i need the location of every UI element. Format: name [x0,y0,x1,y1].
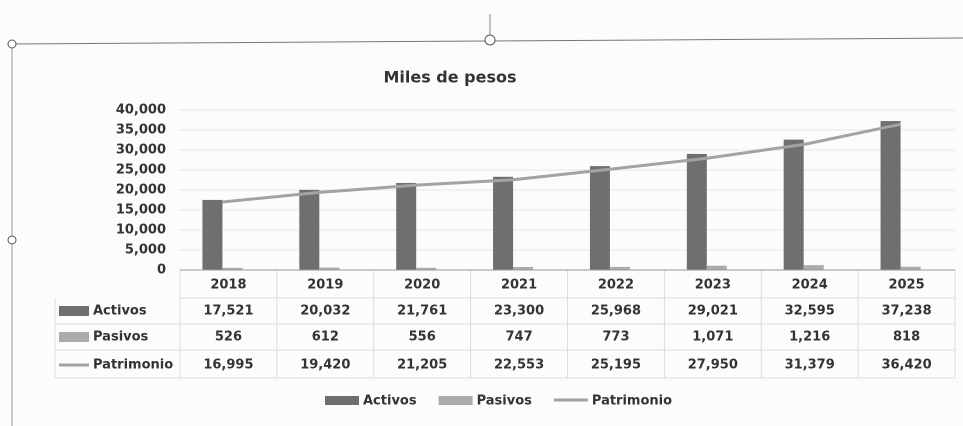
y-tick-label: 40,000 [116,103,166,118]
legend-swatch [325,396,359,405]
bar [783,139,804,270]
value-label: 23,300 [494,304,544,319]
value-label: 36,420 [881,358,931,373]
value-label: 22,553 [494,358,544,373]
value-label: 29,021 [688,304,738,319]
bar [319,267,340,270]
series-label: Activos [93,304,147,319]
x-tick-label: 2025 [888,278,924,293]
value-label: 16,995 [203,358,253,373]
series-label: Pasivos [93,330,149,345]
value-label: 31,379 [785,358,835,373]
value-label: 1,216 [789,330,830,345]
legend-swatch [438,396,473,405]
value-label: 1,071 [692,330,733,345]
y-tick-label: 30,000 [116,143,166,158]
resize-handle [7,39,17,49]
value-label: 32,595 [785,304,835,319]
bar [609,266,630,270]
x-tick-label: 2022 [598,278,634,293]
resize-handle [7,235,17,245]
bar [416,267,437,270]
value-label: 556 [409,330,436,345]
y-tick-label: 35,000 [116,123,166,138]
value-label: 612 [312,330,339,345]
value-label: 17,521 [203,304,253,319]
y-tick-label: 5,000 [125,243,166,258]
series-label: Patrimonio [93,358,173,373]
x-tick-label: 2019 [307,278,343,293]
value-label: 19,420 [300,358,350,373]
bar [299,189,320,270]
legend-label: Pasivos [477,394,533,409]
value-label: 526 [215,330,242,345]
legend-swatch [59,332,89,342]
y-tick-label: 0 [157,263,166,278]
legend-label: Activos [363,394,417,409]
value-label: 25,968 [591,304,641,319]
resize-handle [484,34,496,46]
value-label: 27,950 [688,358,738,373]
bar [686,153,707,270]
value-label: 20,032 [300,304,350,319]
y-tick-label: 20,000 [116,183,166,198]
y-tick-label: 10,000 [116,223,166,238]
bar [880,121,901,270]
chart-title: Miles de pesos [383,68,516,87]
x-tick-label: 2018 [210,278,246,293]
bar [513,267,534,270]
x-tick-label: 2020 [404,278,440,293]
line [222,122,901,204]
y-tick-label: 25,000 [116,163,166,178]
bar [900,266,921,270]
value-label: 747 [505,330,532,345]
bar [493,176,514,270]
x-tick-label: 2021 [501,278,537,293]
bar [222,267,243,270]
bar [589,166,610,270]
bar [706,265,727,270]
value-label: 818 [893,330,920,345]
value-label: 21,761 [397,304,447,319]
legend-label: Patrimonio [592,394,672,409]
x-tick-label: 2024 [792,278,828,293]
bar [396,182,417,270]
bar [803,265,824,270]
value-label: 21,205 [397,358,447,373]
legend-swatch [59,306,89,316]
bar [202,199,223,270]
y-tick-label: 15,000 [116,203,166,218]
value-label: 37,238 [881,304,931,319]
value-label: 773 [602,330,629,345]
x-tick-label: 2023 [695,278,731,293]
value-label: 25,195 [591,358,641,373]
